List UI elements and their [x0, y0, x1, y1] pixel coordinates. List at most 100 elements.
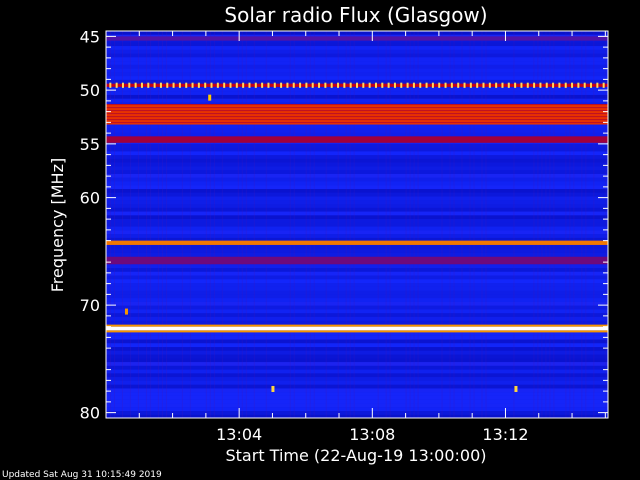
emission-spot	[271, 385, 275, 392]
channel-stripe	[106, 268, 608, 272]
y-tick-label: 60	[80, 189, 100, 208]
band-dot	[166, 82, 169, 88]
band-dot	[514, 82, 517, 88]
band-texture	[106, 107, 608, 109]
channel-stripe	[106, 249, 608, 253]
band-dot	[172, 82, 175, 88]
time-stripe	[541, 31, 543, 418]
channel-stripe	[106, 339, 608, 344]
band-dot	[393, 82, 396, 88]
channel-stripe	[106, 283, 608, 287]
channel-stripe	[106, 365, 608, 370]
channel-stripe	[106, 309, 608, 314]
channel-stripe	[106, 204, 608, 208]
channel-stripe	[106, 143, 608, 148]
band-dot	[140, 82, 143, 88]
band-dot	[216, 82, 219, 88]
band-dot	[444, 82, 447, 88]
channel-stripe	[106, 151, 608, 156]
time-stripe	[237, 31, 239, 418]
channel-stripe	[106, 147, 608, 152]
band-dot	[229, 82, 232, 88]
time-stripe	[441, 31, 443, 418]
channel-stripe	[106, 347, 608, 351]
band-dot	[115, 82, 118, 88]
band-dot	[457, 82, 460, 88]
band-dot	[602, 82, 605, 88]
band-dot	[324, 82, 327, 88]
channel-stripe	[106, 226, 608, 231]
band-dot	[254, 82, 257, 88]
band-dot	[178, 82, 181, 88]
channel-stripe	[106, 313, 608, 317]
band-dot	[469, 82, 472, 88]
band-dot	[412, 82, 415, 88]
channel-stripe	[106, 252, 608, 257]
channel-stripe	[106, 76, 608, 80]
channel-stripe	[106, 414, 608, 418]
channel-stripe	[106, 380, 608, 385]
channel-stripe	[106, 207, 608, 212]
band-dot	[356, 82, 359, 88]
channel-stripe	[106, 79, 608, 84]
band-dot	[406, 82, 409, 88]
channel-stripe	[106, 31, 608, 35]
band-dot	[419, 82, 422, 88]
channel-stripe	[106, 49, 608, 54]
channel-stripe	[106, 411, 608, 415]
emission-spot	[514, 385, 518, 392]
channel-stripe	[106, 155, 608, 159]
band-dot	[337, 82, 340, 88]
channel-stripe	[106, 189, 608, 193]
time-stripe	[113, 31, 115, 418]
time-stripe	[345, 31, 347, 418]
band-dot	[280, 82, 283, 88]
band-dot	[368, 82, 371, 88]
band-dot	[438, 82, 441, 88]
channel-stripe	[106, 72, 608, 77]
channel-stripe	[106, 343, 608, 348]
band-dot	[292, 82, 295, 88]
time-stripe	[417, 31, 419, 418]
band-dot	[545, 82, 548, 88]
y-tick-label: 80	[80, 404, 100, 423]
channel-stripe	[106, 215, 608, 220]
channel-stripe	[106, 181, 608, 186]
channel-stripe	[106, 264, 608, 269]
channel-stripe	[106, 53, 608, 58]
time-stripe	[473, 31, 475, 418]
emission-spot	[124, 308, 128, 315]
frequency-band	[106, 256, 608, 265]
time-stripe	[265, 31, 267, 418]
time-stripe	[137, 31, 139, 418]
time-stripe	[209, 31, 211, 418]
band-edge	[106, 330, 608, 333]
band-texture	[106, 122, 608, 124]
frequency-band	[106, 240, 608, 245]
time-stripe	[121, 31, 123, 418]
channel-stripe	[106, 403, 608, 408]
time-stripe	[353, 31, 355, 418]
band-dot	[539, 82, 542, 88]
channel-stripe	[106, 350, 608, 355]
band-dot	[159, 82, 162, 88]
y-tick-label: 45	[80, 27, 100, 46]
time-stripe	[349, 31, 351, 418]
channel-stripe	[106, 407, 608, 412]
time-stripe	[549, 31, 551, 418]
band-dot	[590, 82, 593, 88]
channel-stripe	[106, 271, 608, 276]
channel-stripe	[106, 358, 608, 363]
channel-stripe	[106, 211, 608, 216]
channel-stripe	[106, 290, 608, 295]
band-texture	[106, 119, 608, 121]
time-stripe	[129, 31, 131, 418]
band-dot	[273, 82, 276, 88]
channel-stripe	[106, 335, 608, 340]
channel-stripe	[106, 354, 608, 359]
band-dot	[362, 82, 365, 88]
band-dot	[311, 82, 314, 88]
channel-stripe	[106, 98, 608, 103]
channel-stripe	[106, 392, 608, 396]
